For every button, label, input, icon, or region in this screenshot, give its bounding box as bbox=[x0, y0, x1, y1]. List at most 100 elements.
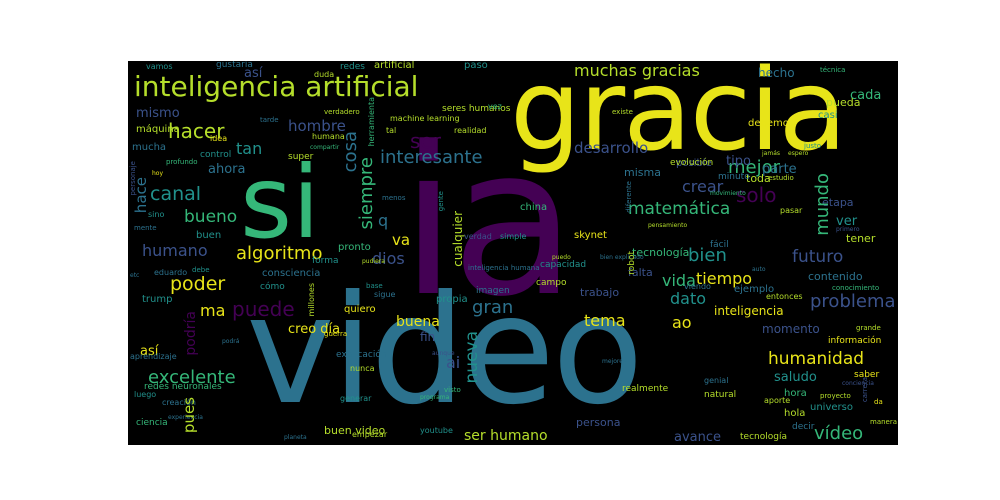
word: tecnología bbox=[632, 246, 690, 259]
word: puede bbox=[232, 297, 295, 321]
word: avance bbox=[674, 430, 722, 445]
word: ai bbox=[446, 353, 461, 372]
word: pasar bbox=[780, 206, 803, 215]
word: cosa bbox=[340, 131, 361, 173]
word: así bbox=[140, 344, 159, 359]
word: ver bbox=[836, 214, 858, 229]
word: capacidad bbox=[540, 260, 587, 270]
word: gustaría bbox=[216, 61, 253, 70]
word: herramienta bbox=[367, 97, 376, 147]
word: bueno bbox=[184, 207, 238, 227]
word: dato bbox=[670, 289, 707, 308]
word: existe bbox=[612, 108, 633, 116]
word: hecho bbox=[758, 66, 795, 80]
word: auto bbox=[752, 266, 766, 273]
word: mente bbox=[134, 224, 157, 232]
word: planeta bbox=[284, 434, 307, 441]
word: desarrollo bbox=[574, 139, 649, 157]
word: podría bbox=[183, 311, 199, 356]
word: pueda bbox=[826, 96, 861, 109]
word: bien bbox=[688, 245, 727, 266]
word: da bbox=[874, 398, 883, 406]
word: quiero bbox=[344, 304, 376, 315]
word: control bbox=[200, 150, 232, 160]
word: futuro bbox=[792, 247, 844, 267]
word: inteligencia artificial bbox=[134, 70, 419, 103]
word: máquina bbox=[136, 124, 180, 135]
word: idea bbox=[210, 134, 228, 143]
word: justo bbox=[804, 142, 822, 150]
word: compartir bbox=[310, 144, 340, 151]
word: skynet bbox=[574, 230, 607, 241]
word: aprendizaje bbox=[130, 352, 177, 361]
word: cómo bbox=[260, 282, 285, 292]
word: misma bbox=[624, 166, 661, 179]
word: genial bbox=[704, 376, 729, 385]
word: tarde bbox=[260, 116, 279, 124]
word: espero bbox=[788, 150, 809, 157]
word: generar bbox=[340, 394, 372, 403]
word: persona bbox=[576, 416, 621, 429]
word: decir bbox=[792, 422, 815, 432]
word: ma bbox=[200, 301, 226, 320]
word: inteligencia bbox=[714, 304, 784, 318]
word: conocimiento bbox=[832, 284, 880, 292]
word: propia bbox=[436, 294, 468, 305]
word: hora bbox=[784, 388, 807, 399]
word: creo día bbox=[288, 322, 341, 337]
word: imagen bbox=[476, 286, 510, 296]
word: gente bbox=[437, 191, 445, 212]
word: ahora bbox=[208, 162, 246, 177]
word: mejores bbox=[602, 358, 627, 365]
word: excelente bbox=[148, 367, 236, 388]
word: muchas gracias bbox=[574, 61, 700, 80]
word: viendo bbox=[684, 282, 711, 291]
word: podrá bbox=[222, 338, 240, 345]
word: campo bbox=[536, 278, 567, 288]
word: inteligencia humana bbox=[468, 264, 540, 272]
word: nueva bbox=[462, 331, 482, 384]
word: youtube bbox=[420, 426, 453, 435]
word: poder bbox=[170, 273, 226, 295]
word: humanidad bbox=[768, 349, 865, 369]
word: evolución bbox=[670, 158, 714, 168]
word: fácil bbox=[710, 240, 729, 250]
word: guerra bbox=[324, 330, 348, 338]
word: mundo bbox=[812, 173, 833, 236]
word: humano bbox=[142, 241, 208, 260]
word: realmente bbox=[622, 384, 669, 394]
word: tal bbox=[386, 126, 397, 135]
word: tener bbox=[846, 232, 876, 245]
word: base bbox=[366, 282, 383, 290]
word: profundo bbox=[166, 158, 198, 166]
word: mucha bbox=[132, 142, 167, 153]
word: trump bbox=[142, 294, 173, 305]
word: saber bbox=[854, 370, 880, 380]
word: contenido bbox=[808, 270, 863, 283]
word: diferente bbox=[625, 181, 633, 213]
word: tan bbox=[236, 139, 263, 158]
word: ao bbox=[672, 313, 692, 332]
word: q bbox=[378, 211, 389, 230]
word: robot bbox=[627, 251, 637, 275]
word: va bbox=[392, 231, 411, 249]
word: falta bbox=[628, 266, 653, 279]
word: video bbox=[246, 264, 644, 438]
word: entonces bbox=[766, 292, 803, 301]
word: ejemplo bbox=[734, 284, 775, 295]
word: redes neuronales bbox=[144, 382, 222, 392]
word: puedo bbox=[552, 254, 571, 261]
word: ser bbox=[410, 129, 441, 153]
word: nunca bbox=[350, 364, 375, 373]
word: mejor bbox=[728, 157, 781, 178]
word: pronto bbox=[338, 242, 371, 253]
word: millones bbox=[307, 283, 316, 317]
word-cloud: ia video gracia si inteligencia artifici… bbox=[128, 61, 898, 445]
word: problema bbox=[810, 291, 896, 312]
word: natural bbox=[704, 390, 737, 400]
word: aunque bbox=[432, 350, 455, 357]
word: menos bbox=[382, 194, 406, 202]
word: posible bbox=[676, 158, 712, 169]
word: técnica bbox=[820, 66, 846, 74]
word: ciencia bbox=[136, 418, 168, 428]
